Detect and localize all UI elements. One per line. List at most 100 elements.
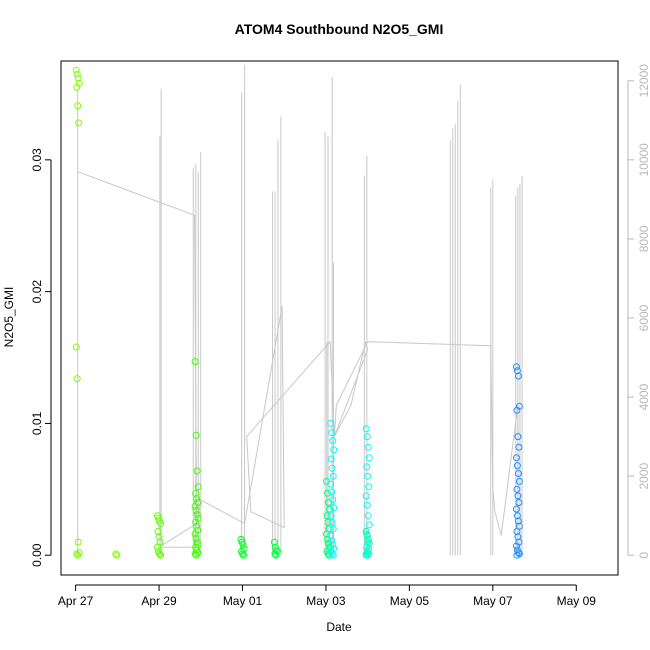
data-point bbox=[326, 505, 333, 513]
data-point bbox=[365, 454, 373, 462]
x-tick-label: May 07 bbox=[473, 594, 513, 608]
data-point bbox=[362, 492, 370, 500]
data-point bbox=[515, 443, 523, 451]
data-point bbox=[363, 463, 371, 471]
scatter-points-layer bbox=[72, 66, 523, 559]
data-point bbox=[328, 429, 336, 437]
data-point bbox=[325, 551, 333, 559]
data-point bbox=[329, 525, 337, 533]
data-point bbox=[75, 119, 83, 127]
data-point bbox=[74, 74, 82, 82]
data-point bbox=[515, 477, 523, 485]
data-point bbox=[512, 505, 520, 513]
data-point bbox=[513, 406, 521, 414]
data-point bbox=[364, 512, 372, 520]
data-point bbox=[239, 550, 246, 558]
data-point bbox=[512, 363, 520, 371]
data-point bbox=[328, 518, 336, 526]
data-point bbox=[329, 541, 337, 549]
data-point bbox=[514, 533, 522, 541]
data-point bbox=[513, 462, 521, 470]
data-point bbox=[329, 551, 337, 559]
data-point bbox=[514, 470, 522, 477]
data-point bbox=[73, 375, 81, 383]
data-point bbox=[362, 425, 370, 433]
data-point bbox=[514, 517, 522, 525]
data-point bbox=[72, 343, 80, 351]
data-point bbox=[329, 496, 337, 504]
y-axis-label: N2O5_GMI bbox=[2, 287, 16, 348]
data-point bbox=[240, 551, 247, 559]
data-point bbox=[192, 506, 200, 514]
data-point bbox=[513, 367, 521, 375]
y2-tick-label: 4000 bbox=[637, 383, 650, 410]
y2-tick-label: 6000 bbox=[637, 304, 650, 331]
y2-tick-label: 8000 bbox=[637, 225, 650, 252]
data-point bbox=[513, 512, 521, 520]
data-point bbox=[362, 528, 370, 535]
plot-area-frame bbox=[60, 60, 619, 576]
axes-layer: Apr 27 Apr 29 May 01 May 03 May 05 May 07 May … bbox=[30, 64, 650, 608]
data-point bbox=[155, 533, 163, 541]
data-point bbox=[73, 70, 81, 78]
data-point bbox=[73, 83, 81, 91]
data-point bbox=[330, 504, 338, 512]
data-point bbox=[272, 546, 280, 554]
data-point bbox=[364, 472, 372, 480]
data-point bbox=[329, 437, 337, 445]
data-point bbox=[323, 530, 330, 538]
data-point bbox=[330, 446, 338, 454]
data-point bbox=[72, 66, 80, 74]
data-point bbox=[363, 543, 371, 551]
data-point bbox=[365, 521, 373, 529]
data-point bbox=[192, 534, 200, 542]
data-point bbox=[327, 455, 335, 463]
data-point bbox=[328, 537, 336, 545]
data-point bbox=[192, 518, 200, 526]
data-point bbox=[156, 550, 163, 558]
data-point bbox=[191, 550, 199, 558]
y2-tick-label: 2000 bbox=[637, 462, 650, 489]
y2-tick-label: 10000 bbox=[637, 143, 650, 177]
data-point bbox=[272, 551, 280, 559]
y2-tick-label: 0 bbox=[637, 552, 650, 559]
data-point bbox=[513, 528, 521, 535]
data-point bbox=[74, 538, 82, 546]
data-point bbox=[324, 489, 331, 497]
data-point bbox=[157, 520, 165, 528]
data-point bbox=[364, 538, 372, 546]
data-point bbox=[73, 550, 81, 558]
data-point bbox=[74, 102, 82, 110]
data-point bbox=[514, 492, 522, 500]
y-tick-label: 0.02 bbox=[30, 280, 44, 304]
data-point bbox=[270, 538, 278, 546]
data-point bbox=[327, 480, 335, 488]
data-point bbox=[328, 550, 336, 558]
data-point bbox=[192, 431, 200, 439]
data-point bbox=[513, 551, 521, 559]
data-point bbox=[362, 550, 370, 558]
x-tick-label: May 03 bbox=[306, 594, 346, 608]
data-point bbox=[192, 551, 200, 559]
y2-tick-label: 12000 bbox=[637, 64, 650, 98]
data-point bbox=[327, 512, 335, 520]
data-point bbox=[514, 433, 522, 441]
data-point bbox=[193, 495, 201, 503]
data-point bbox=[327, 419, 335, 427]
data-point bbox=[327, 532, 335, 539]
data-point bbox=[363, 433, 371, 441]
x-tick-label: May 05 bbox=[390, 594, 430, 608]
data-point bbox=[323, 512, 331, 520]
secondary-series-line bbox=[77, 171, 519, 548]
y-tick-label: 0.00 bbox=[30, 543, 44, 567]
data-point bbox=[193, 522, 201, 530]
x-tick-label: May 01 bbox=[223, 594, 263, 608]
data-point bbox=[154, 528, 162, 535]
data-point bbox=[194, 483, 202, 491]
data-point bbox=[512, 542, 520, 550]
x-axis-label: Date bbox=[326, 620, 352, 634]
x-tick-label: May 09 bbox=[557, 594, 597, 608]
data-point bbox=[513, 485, 521, 493]
data-point bbox=[363, 530, 371, 538]
